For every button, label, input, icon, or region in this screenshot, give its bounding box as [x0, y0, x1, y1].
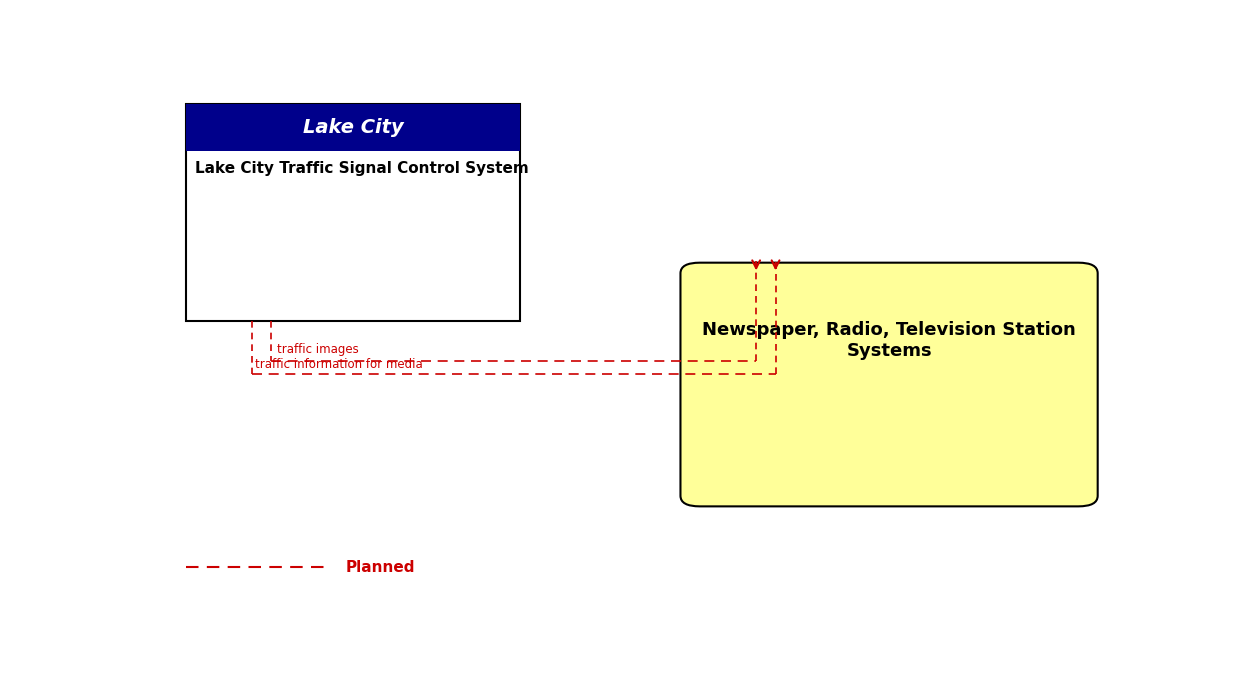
- FancyBboxPatch shape: [681, 263, 1098, 506]
- Text: Planned: Planned: [346, 560, 416, 574]
- Text: traffic information for media: traffic information for media: [255, 358, 423, 371]
- Text: Newspaper, Radio, Television Station
Systems: Newspaper, Radio, Television Station Sys…: [702, 321, 1075, 360]
- Text: Lake City: Lake City: [303, 118, 403, 137]
- FancyBboxPatch shape: [185, 104, 521, 321]
- FancyBboxPatch shape: [185, 104, 521, 151]
- Text: Lake City Traffic Signal Control System: Lake City Traffic Signal Control System: [195, 161, 530, 176]
- Text: traffic images: traffic images: [277, 343, 358, 356]
